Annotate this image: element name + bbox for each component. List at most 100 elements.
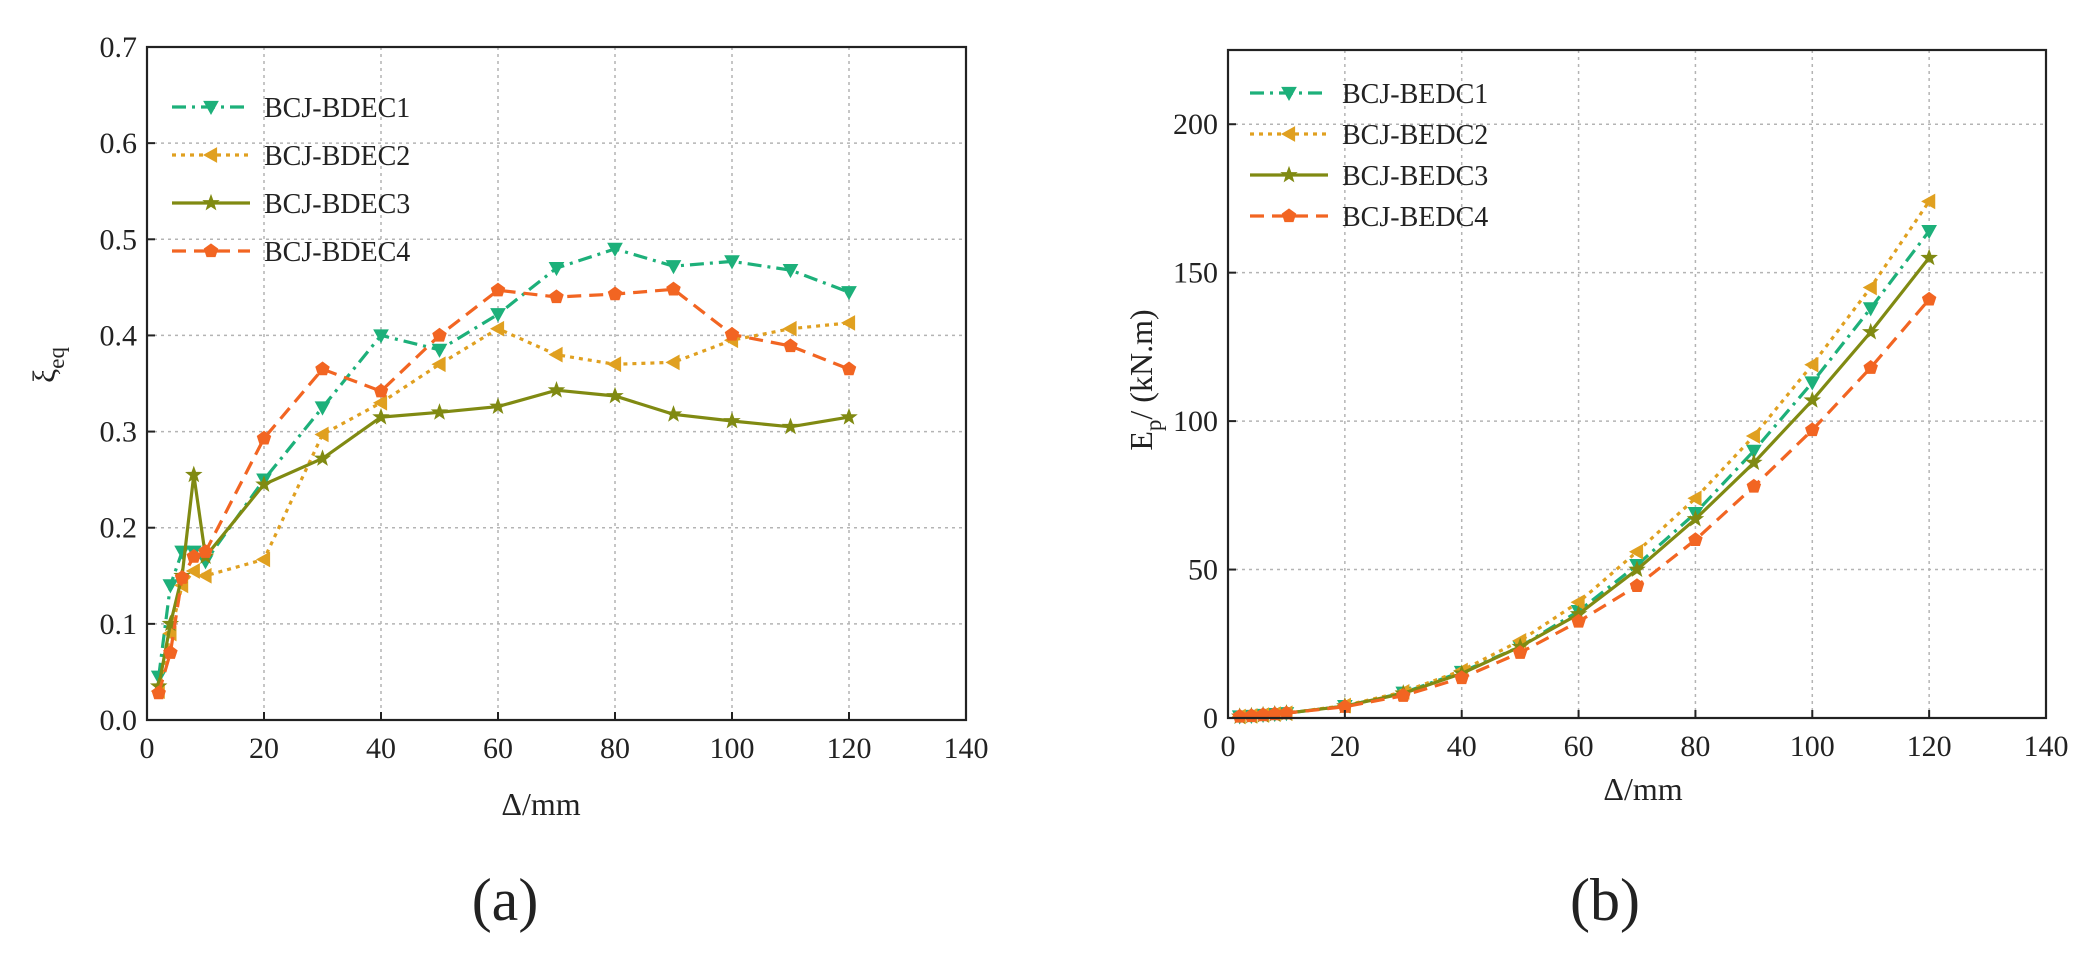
panel-a-series: [149, 242, 858, 700]
data-point: [781, 417, 800, 435]
x-tick-label: 60: [1564, 730, 1594, 763]
panel-b-plot-frame: [1226, 48, 2048, 720]
data-point: [1512, 645, 1528, 659]
data-point: [1396, 688, 1411, 702]
data-point: [314, 401, 331, 416]
data-point: [186, 548, 202, 563]
series-line: [157, 388, 850, 687]
data-point: [489, 397, 507, 414]
series-BCJ-BEDC4: [1232, 291, 1937, 723]
data-point: [490, 282, 506, 297]
data-point: [373, 383, 389, 398]
panel-b-ylabel-unit: / (kN.m): [1123, 309, 1159, 419]
legend-marker: [1281, 86, 1297, 102]
data-point: [163, 645, 178, 659]
data-point: [607, 242, 623, 257]
data-point: [666, 281, 681, 296]
legend-marker: [1280, 165, 1298, 183]
data-point: [1454, 670, 1469, 685]
legend-entry: BCJ-BDEC2: [172, 141, 410, 172]
svg-text:ξeq: ξeq: [26, 347, 69, 383]
data-point: [1803, 391, 1822, 408]
data-point: [372, 407, 390, 425]
data-point: [665, 354, 680, 371]
data-point: [724, 326, 740, 341]
y-tick-label: 0.5: [100, 223, 138, 256]
y-tick-label: 0.7: [100, 31, 138, 64]
series-BCJ-BDEC2: [150, 315, 856, 700]
data-point: [490, 308, 506, 323]
data-point: [606, 356, 622, 373]
data-point: [174, 570, 190, 584]
x-tick-label: 140: [2024, 730, 2069, 763]
data-point: [1921, 225, 1937, 240]
legend-entry: BCJ-BEDC4: [1250, 202, 1488, 233]
legend-label: BCJ-BEDC4: [1342, 202, 1488, 233]
y-tick-label: 0.0: [100, 704, 138, 737]
panel-b-legend: BCJ-BEDC1 BCJ-BEDC2 BCJ-BEDC3 BCJ-BEDC4: [1250, 79, 1488, 233]
series-BCJ-BEDC3: [1230, 248, 1938, 724]
x-tick-label: 80: [600, 732, 630, 765]
y-tick-label: 50: [1188, 554, 1218, 587]
series-line: [157, 247, 850, 677]
data-point: [256, 430, 272, 445]
legend-label: BCJ-BEDC3: [1342, 161, 1488, 192]
data-point: [432, 327, 447, 342]
series-line: [1239, 298, 1931, 719]
legend-marker: [202, 193, 220, 211]
x-tick-label: 0: [1221, 730, 1236, 763]
panel-a-ylabel-main: ξ: [26, 369, 62, 383]
data-point: [1863, 360, 1878, 374]
data-point: [1862, 302, 1879, 317]
y-tick-label: 100: [1173, 405, 1218, 438]
data-point: [841, 286, 857, 301]
series-line: [1239, 230, 1931, 719]
x-tick-label: 100: [710, 732, 755, 765]
data-point: [174, 545, 190, 560]
data-point: [313, 449, 332, 466]
data-point: [664, 405, 683, 422]
panel-a-grid: [147, 47, 966, 720]
data-point: [1921, 193, 1936, 210]
data-point: [314, 426, 329, 443]
data-point: [1570, 594, 1585, 611]
data-point: [548, 262, 565, 277]
y-tick-label: 0.6: [100, 127, 138, 160]
panel-a-ylabel-sub: eq: [44, 347, 69, 369]
y-tick-label: 0.2: [100, 512, 138, 545]
panel-a-x-axis-title: Δ/mm: [501, 786, 580, 822]
data-point: [1745, 428, 1760, 444]
series-line: [157, 287, 850, 694]
y-tick-label: 150: [1173, 257, 1218, 290]
panel-b-ylabel-main: E: [1123, 431, 1159, 451]
panel-b-x-axis-title: Δ/mm: [1603, 771, 1682, 807]
data-point: [255, 475, 273, 492]
panel-b-y-axis-title: Ep/ (kN.m): [1123, 309, 1166, 450]
legend-label: BCJ-BDEC3: [264, 189, 410, 220]
panel-b-ylabel-sub: p: [1141, 420, 1166, 432]
data-point: [840, 315, 856, 331]
data-point: [489, 320, 505, 337]
panel-a-ticks: 0 20 40 60 80 100 120 140 0.0 0.1 0.2 0.3 0.4 0.5 0.6 0…: [100, 31, 989, 765]
legend-label: BCJ-BDEC1: [264, 93, 410, 124]
panel-b-ticks: 0 20 40 60 80 100 120 140 0 50 100 150 200: [1173, 108, 2069, 763]
data-point: [549, 289, 564, 304]
data-point: [1687, 490, 1702, 507]
x-tick-label: 0: [140, 732, 155, 765]
data-point: [1688, 532, 1703, 547]
data-point: [1861, 322, 1880, 340]
legend-entry: BCJ-BDEC1: [172, 93, 410, 124]
x-tick-label: 40: [1447, 730, 1477, 763]
legend-label: BCJ-BDEC4: [264, 237, 410, 268]
legend-marker: [203, 243, 219, 258]
legend-label: BCJ-BDEC2: [264, 141, 410, 172]
data-point: [431, 343, 448, 358]
legend-label: BCJ-BEDC2: [1342, 120, 1488, 151]
data-point: [373, 329, 389, 344]
x-tick-label: 40: [366, 732, 396, 765]
y-tick-label: 0.3: [100, 416, 138, 449]
x-tick-label: 100: [1790, 730, 1835, 763]
legend-marker: [203, 100, 219, 116]
x-tick-label: 20: [249, 732, 279, 765]
data-point: [840, 407, 858, 425]
